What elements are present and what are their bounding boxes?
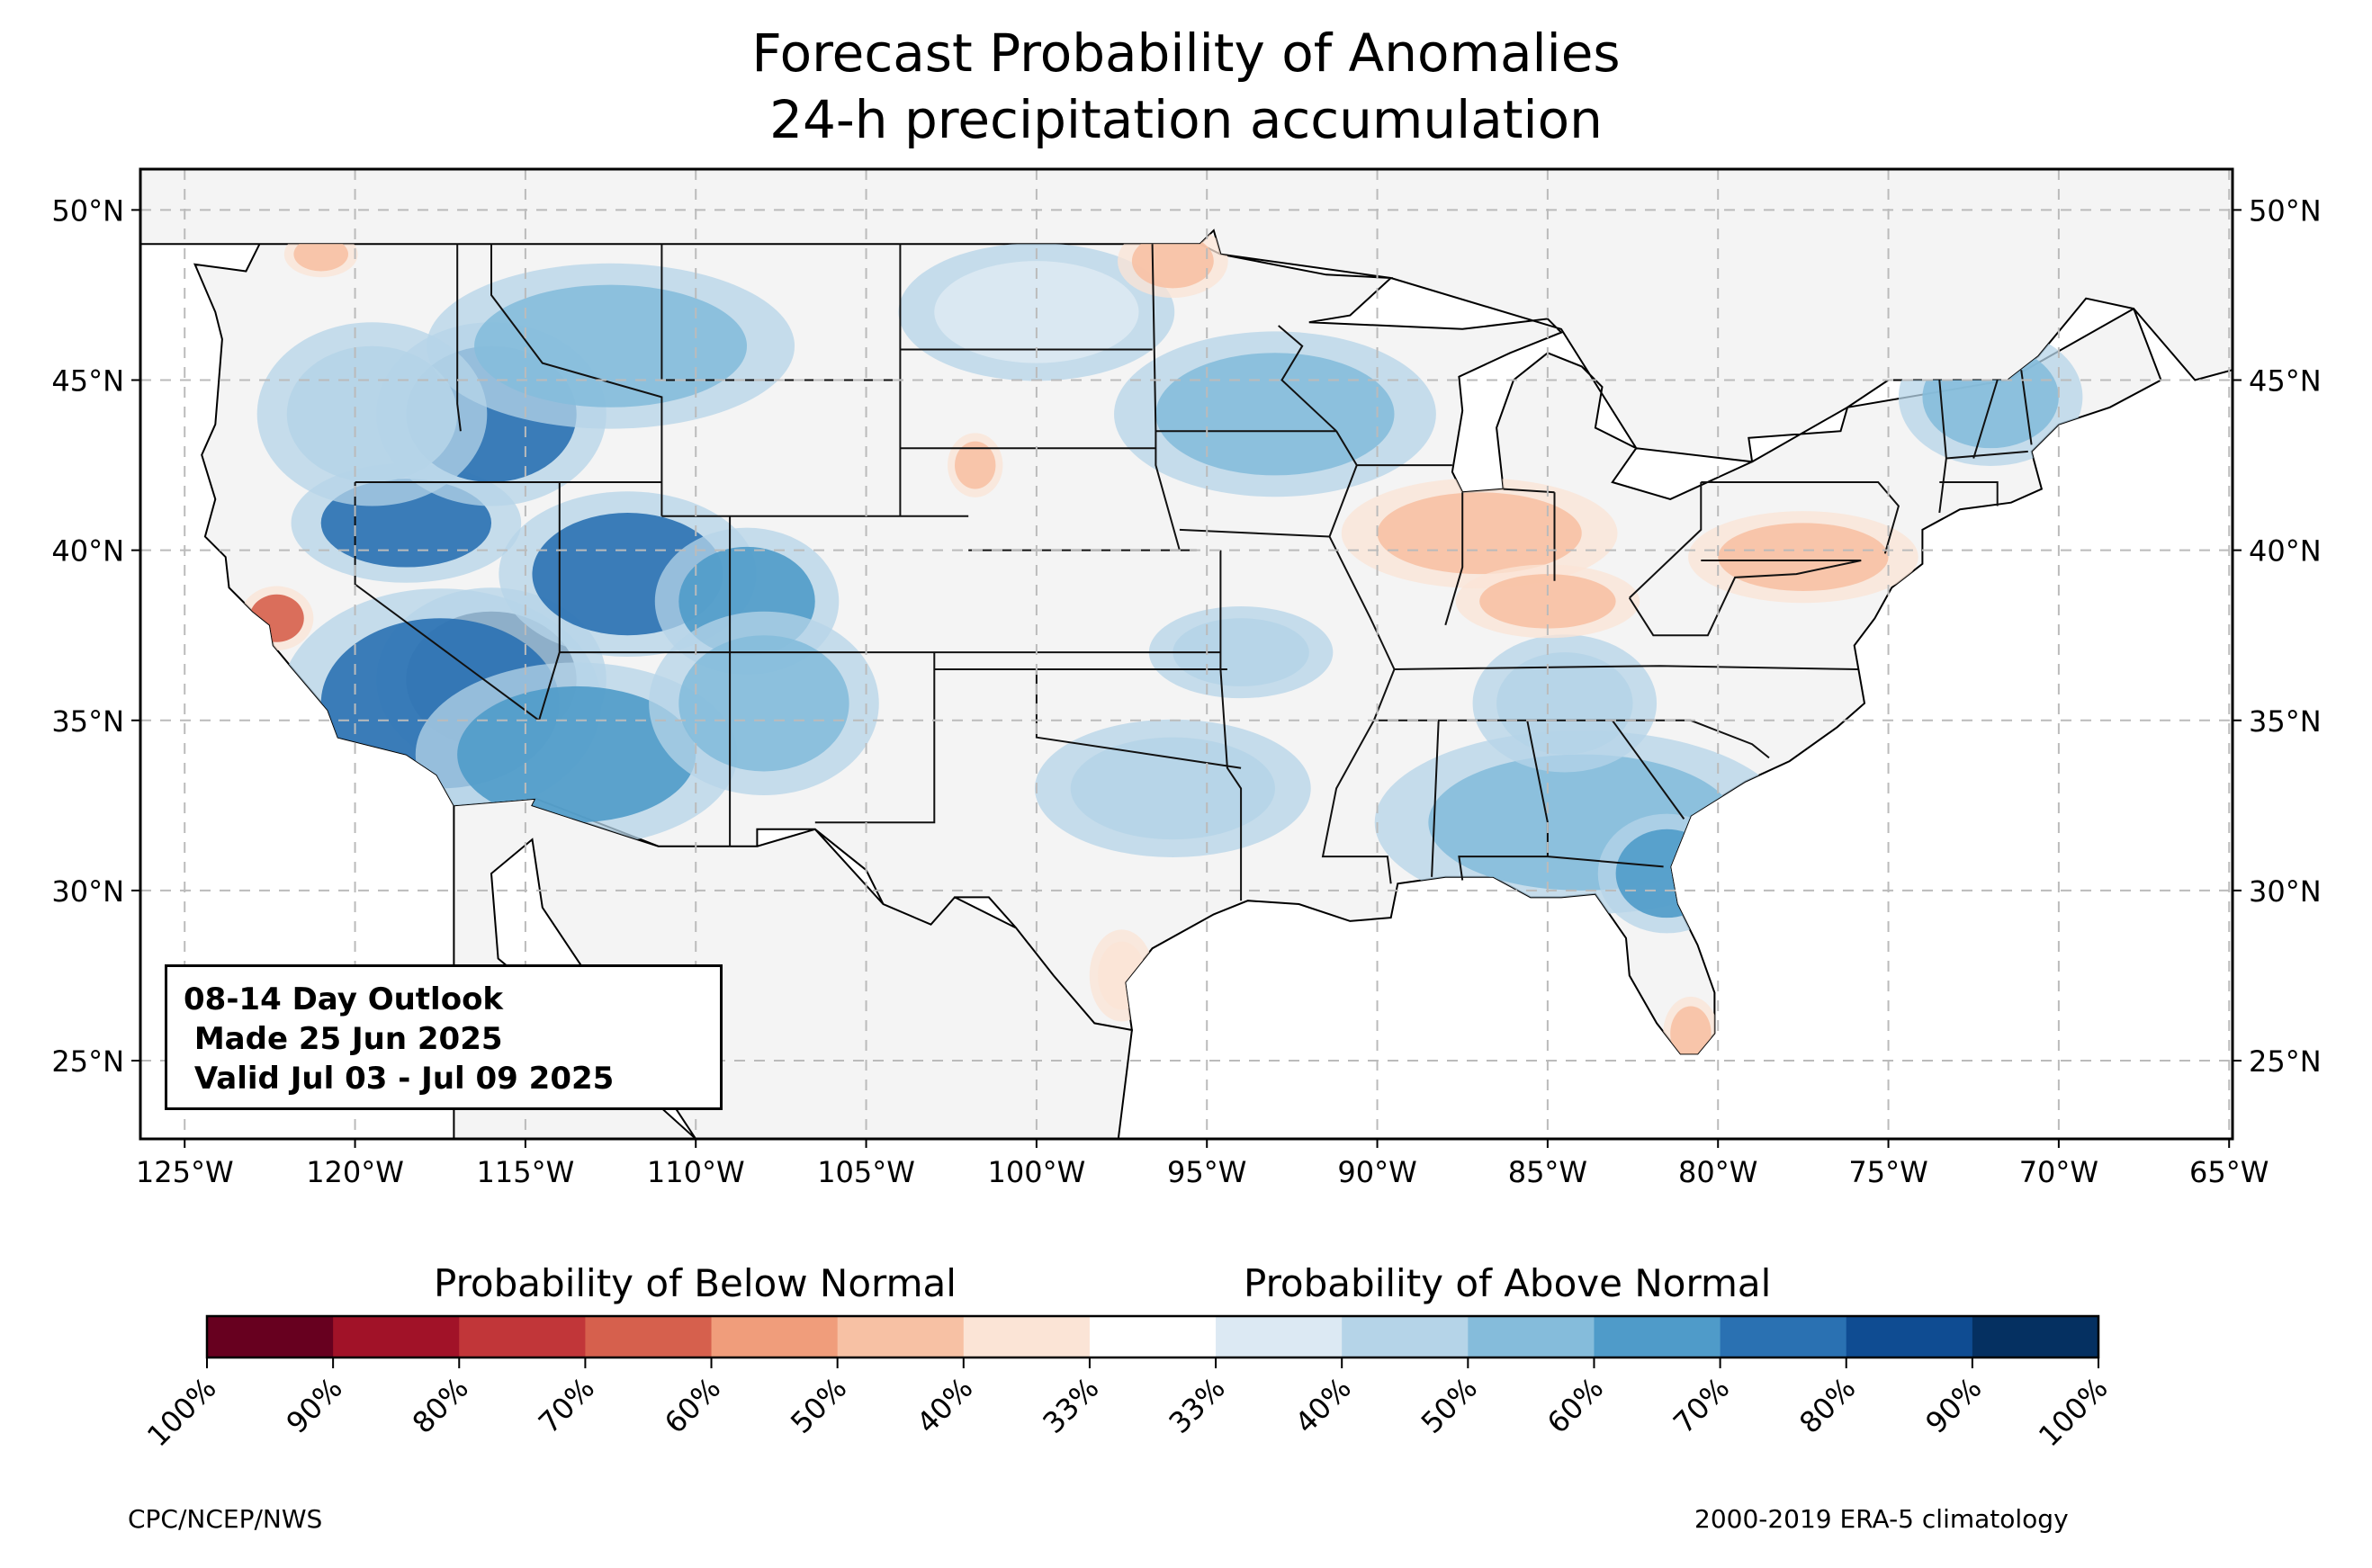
colorbar-swatch: [963, 1316, 1091, 1357]
lon-label: 100°W: [988, 1155, 1086, 1189]
colorbar-tick-label: 60%: [658, 1371, 727, 1440]
lat-label-left: 50°N: [51, 193, 124, 228]
colorbar-tick-label: 60%: [1541, 1371, 1610, 1440]
colorbar-swatch: [1342, 1316, 1469, 1357]
lat-label-right: 50°N: [2249, 193, 2322, 228]
colorbar-swatch: [1594, 1316, 1721, 1357]
anomaly-layer: [239, 230, 2083, 1054]
colorbar-above-label: Probability of Above Normal: [1244, 1261, 1772, 1305]
anomaly-region-below-19: [1377, 492, 1582, 575]
colorbar: 100% 90% 80% 70% 60% 50% 40% 33% 33% 40% 50% 60% 70%…: [140, 1314, 2115, 1454]
anomaly-region-above-7: [678, 635, 849, 772]
lat-label-right: 35°N: [2249, 704, 2322, 739]
anomaly-region-above-10: [1155, 353, 1395, 476]
colorbar-tick-label: 40%: [910, 1371, 979, 1440]
colorbar-tick-label: 90%: [280, 1371, 349, 1440]
colorbar-below-label: Probability of Below Normal: [434, 1261, 957, 1305]
latitude-labels-right: 50°N 45°N 40°N 35°N 30°N 25°N: [2249, 193, 2322, 1079]
colorbar-tick-label: 50%: [784, 1371, 853, 1440]
lon-label: 70°W: [2019, 1155, 2098, 1189]
colorbar-swatch: [333, 1316, 460, 1357]
outlook-made-date: Made 25 Jun 2025: [184, 1021, 503, 1057]
longitude-labels: 125°W 120°W 115°W 110°W 105°W 100°W 95°W 90°W 85…: [136, 1155, 2269, 1189]
lat-label-right: 45°N: [2249, 364, 2322, 399]
colorbar-swatch: [1846, 1316, 1973, 1357]
lat-label-left: 35°N: [51, 704, 124, 739]
lon-label: 125°W: [136, 1155, 234, 1189]
lon-label: 105°W: [817, 1155, 915, 1189]
colorbar-outline: [205, 1314, 2100, 1359]
lat-label-left: 40°N: [51, 534, 124, 569]
anomaly-region-below-26: [293, 237, 348, 272]
colorbar-tick-label: 100%: [140, 1371, 223, 1454]
outlook-info-box: 08-14 Day Outlook Made 25 Jun 2025 Valid…: [165, 964, 723, 1110]
colorbar-swatch: [1216, 1316, 1343, 1357]
footer-source: CPC/NCEP/NWS: [128, 1504, 323, 1534]
latitude-labels-left: 50°N 45°N 40°N 35°N 30°N 25°N: [51, 193, 124, 1079]
colorbar-tick-label: 80%: [406, 1371, 475, 1440]
colorbar-swatch: [585, 1316, 713, 1357]
graticule: [131, 169, 2242, 1148]
lon-label: 80°W: [1678, 1155, 1757, 1189]
map-frame: [139, 167, 2234, 1141]
lon-label: 120°W: [306, 1155, 404, 1189]
lon-label: 65°W: [2189, 1155, 2269, 1189]
footer-climatology: 2000-2019 ERA-5 climatology: [1694, 1504, 2069, 1534]
colorbar-tick-label: 70%: [532, 1371, 601, 1440]
lat-label-left: 45°N: [51, 364, 124, 399]
colorbar-tick-label: 33%: [1036, 1371, 1105, 1440]
lon-label: 75°W: [1848, 1155, 1927, 1189]
lat-label-right: 30°N: [2249, 874, 2322, 909]
map-subtitle: 24-h precipitation accumulation: [769, 89, 1603, 150]
anomaly-region-above-16: [1070, 737, 1275, 840]
anomaly-region-below-25: [955, 441, 996, 489]
colorbar-tick-label: 33%: [1163, 1371, 1232, 1440]
lon-label: 95°W: [1167, 1155, 1246, 1189]
anomaly-region-above-13: [1496, 652, 1633, 755]
colorbar-swatch: [711, 1316, 839, 1357]
colorbar-tick-label: 80%: [1792, 1371, 1862, 1440]
lat-label-right: 40°N: [2249, 534, 2322, 569]
colorbar-tick-label: 40%: [1289, 1371, 1358, 1440]
colorbar-swatch: [837, 1316, 965, 1357]
anomaly-region-below-23: [1670, 1006, 1712, 1054]
colorbar-tick-label: 70%: [1667, 1371, 1736, 1440]
anomaly-region-below-21: [1718, 523, 1889, 592]
lon-label: 90°W: [1337, 1155, 1416, 1189]
colorbar-swatch: [1089, 1316, 1217, 1357]
colorbar-tick-label: 50%: [1415, 1371, 1484, 1440]
colorbar-tick-label: 90%: [1918, 1371, 1988, 1440]
map-title: Forecast Probability of Anomalies: [751, 22, 1621, 84]
lon-label: 115°W: [477, 1155, 575, 1189]
lat-label-right: 25°N: [2249, 1044, 2322, 1079]
colorbar-swatch: [1972, 1316, 2099, 1357]
colorbar-swatch: [207, 1316, 334, 1357]
outlook-valid-range: Valid Jul 03 - Jul 09 2025: [184, 1061, 615, 1097]
anomaly-region-below-20: [1479, 574, 1616, 629]
colorbar-swatch: [1720, 1316, 1847, 1357]
lat-label-left: 30°N: [51, 874, 124, 909]
colorbar-swatch: [459, 1316, 586, 1357]
lon-label: 110°W: [647, 1155, 745, 1189]
outlook-period: 08-14 Day Outlook: [184, 981, 504, 1017]
colorbar-tick-label: 100%: [2032, 1371, 2115, 1454]
anomaly-region-above-9: [286, 345, 458, 482]
lon-label: 85°W: [1508, 1155, 1587, 1189]
lat-label-left: 25°N: [51, 1044, 124, 1079]
anomaly-region-above-8: [474, 284, 748, 408]
state-borders: [354, 244, 2033, 901]
colorbar-swatch: [1468, 1316, 1595, 1357]
